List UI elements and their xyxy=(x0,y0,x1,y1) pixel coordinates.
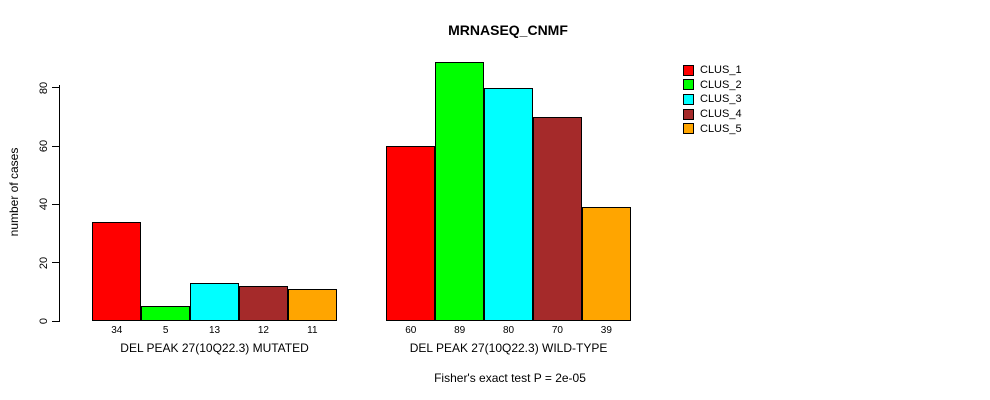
legend: CLUS_1 CLUS_2 CLUS_3 CLUS_4 CLUS_5 xyxy=(683,63,742,136)
y-tick-label: 60 xyxy=(38,139,50,153)
legend-item-clus_1: CLUS_1 xyxy=(683,63,742,78)
legend-item-clus_4: CLUS_4 xyxy=(683,107,742,122)
legend-item-clus_2: CLUS_2 xyxy=(683,78,742,93)
bar-clus_3-group2 xyxy=(484,87,533,321)
legend-item-clus_3: CLUS_3 xyxy=(683,92,742,107)
legend-label: CLUS_3 xyxy=(700,93,742,106)
chart-title: MRNASEQ_CNMF xyxy=(448,22,568,38)
bar-value-label: 80 xyxy=(502,325,515,336)
legend-label: CLUS_4 xyxy=(700,108,742,121)
category-label: DEL PEAK 27(10Q22.3) MUTATED xyxy=(120,341,309,355)
legend-swatch-icon xyxy=(683,108,694,120)
bar-clus_4-group2 xyxy=(533,116,582,321)
bar-clus_1-group1 xyxy=(92,221,142,321)
bar-clus_2-group1 xyxy=(141,306,191,321)
legend-label: CLUS_2 xyxy=(700,78,742,91)
legend-label: CLUS_5 xyxy=(700,122,742,135)
y-tick xyxy=(52,145,59,147)
bar-value-label: 12 xyxy=(257,325,269,336)
bar-value-label: 89 xyxy=(454,325,466,336)
y-tick-label: 0 xyxy=(38,317,50,325)
bar-value-label: 5 xyxy=(162,325,169,336)
bar-value-label: 11 xyxy=(307,325,318,336)
bar-clus_2-group2 xyxy=(435,61,485,321)
legend-swatch-icon xyxy=(683,64,694,76)
bar-value-label: 39 xyxy=(600,325,612,336)
legend-label: CLUS_1 xyxy=(700,64,742,77)
y-tick xyxy=(52,262,59,264)
y-tick xyxy=(52,320,59,322)
bar-value-label: 13 xyxy=(208,325,221,336)
category-label: DEL PEAK 27(10Q22.3) WILD-TYPE xyxy=(409,341,608,355)
fisher-test-annotation: Fisher's exact test P = 2e-05 xyxy=(434,371,586,385)
y-tick-label: 20 xyxy=(38,256,50,269)
y-axis-label: number of cases xyxy=(7,147,21,237)
bar-clus_1-group2 xyxy=(386,146,436,321)
bar-clus_3-group1 xyxy=(190,283,239,321)
legend-swatch-icon xyxy=(683,123,694,135)
bar-value-label: 60 xyxy=(405,325,417,336)
legend-item-clus_5: CLUS_5 xyxy=(683,121,742,136)
bar-value-label: 70 xyxy=(551,325,563,336)
bar-clus_5-group2 xyxy=(581,207,631,321)
y-tick xyxy=(52,203,59,205)
bar-clus_4-group1 xyxy=(239,286,288,321)
legend-swatch-icon xyxy=(683,79,694,91)
bar-value-label: 34 xyxy=(111,325,123,336)
y-tick-label: 80 xyxy=(38,81,50,94)
legend-swatch-icon xyxy=(683,93,694,105)
bar-clus_5-group1 xyxy=(287,288,337,321)
y-tick-label: 40 xyxy=(38,198,50,211)
y-tick xyxy=(52,87,59,89)
y-axis-line xyxy=(59,85,60,322)
